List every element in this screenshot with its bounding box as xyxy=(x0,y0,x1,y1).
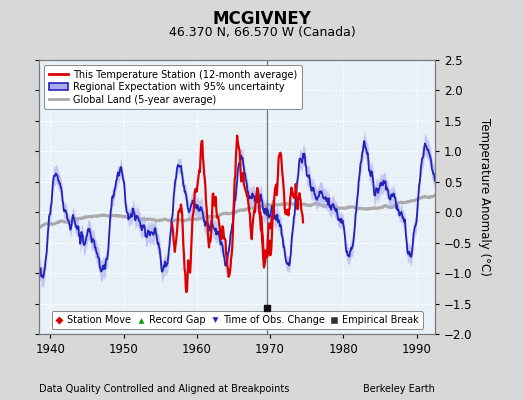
Text: MCGIVNEY: MCGIVNEY xyxy=(213,10,311,28)
Legend: Station Move, Record Gap, Time of Obs. Change, Empirical Break: Station Move, Record Gap, Time of Obs. C… xyxy=(51,311,423,329)
Y-axis label: Temperature Anomaly (°C): Temperature Anomaly (°C) xyxy=(478,118,491,276)
Text: Data Quality Controlled and Aligned at Breakpoints: Data Quality Controlled and Aligned at B… xyxy=(39,384,290,394)
Text: Berkeley Earth: Berkeley Earth xyxy=(363,384,435,394)
Text: 46.370 N, 66.570 W (Canada): 46.370 N, 66.570 W (Canada) xyxy=(169,26,355,39)
